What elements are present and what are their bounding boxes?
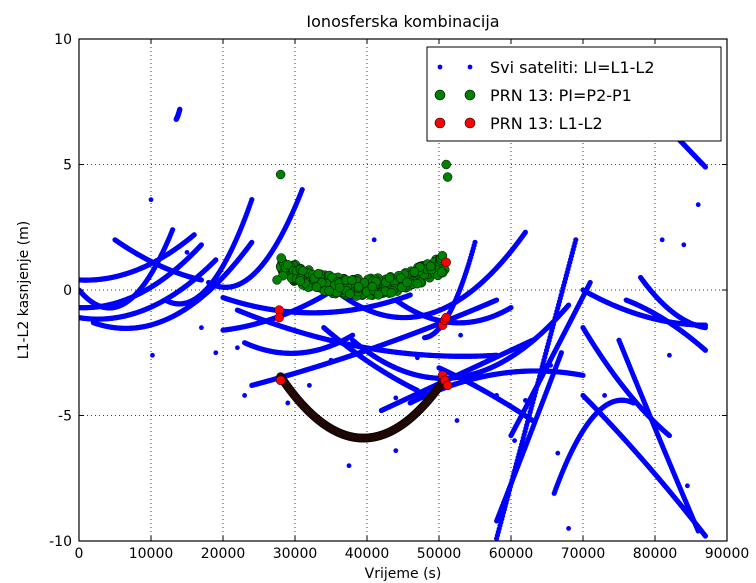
satellite-point xyxy=(555,450,561,456)
satellite-point xyxy=(472,382,478,388)
satellite-point xyxy=(494,297,500,303)
satellite-point xyxy=(685,483,690,489)
satellite-point xyxy=(407,292,413,298)
satellite-point xyxy=(454,418,460,423)
satellite-point xyxy=(659,237,665,243)
satellite-point xyxy=(587,279,593,286)
satellite-point xyxy=(523,398,528,403)
satellite-point xyxy=(184,249,190,255)
satellite-point xyxy=(299,187,305,193)
satellite-point xyxy=(350,332,356,338)
satellite-point xyxy=(415,355,420,361)
satellite-point xyxy=(235,345,240,351)
satellite-point xyxy=(249,239,255,245)
satellite-point xyxy=(681,242,687,248)
satellite-point xyxy=(191,232,197,238)
satellite-point xyxy=(414,387,420,393)
prn13-pi-point xyxy=(425,261,436,272)
satellite-point xyxy=(150,352,155,358)
satellite-point xyxy=(702,325,709,331)
satellite-point xyxy=(458,332,463,338)
satellite-point xyxy=(602,393,607,398)
satellite-point xyxy=(472,239,478,245)
satellite-point xyxy=(328,357,334,363)
satellite-point xyxy=(213,257,219,263)
satellite-point xyxy=(530,337,536,343)
satellite-point xyxy=(667,352,672,358)
satellite-point xyxy=(695,528,701,534)
satellite-point xyxy=(666,432,673,439)
satellite-point xyxy=(494,393,499,398)
satellite-point xyxy=(249,197,255,203)
satellite-point xyxy=(558,350,565,356)
satellite-point xyxy=(566,526,571,531)
satellite-point xyxy=(242,393,248,398)
satellite-point xyxy=(198,242,204,248)
satellite-point xyxy=(512,438,517,443)
satellite-point xyxy=(177,106,183,112)
satellite-point xyxy=(198,277,204,283)
data-marks xyxy=(79,66,709,541)
satellite-point xyxy=(393,448,399,454)
prn13-pi-point xyxy=(276,253,286,263)
satellite-point xyxy=(508,304,514,311)
satellite-point xyxy=(393,395,399,401)
satellite-point xyxy=(307,382,312,388)
satellite-point xyxy=(695,202,701,208)
satellite-point xyxy=(702,533,709,539)
satellite-point xyxy=(702,347,709,353)
satellite-point xyxy=(548,362,553,368)
satellite-point xyxy=(566,302,572,308)
satellite-point xyxy=(199,325,204,331)
satellite-point xyxy=(346,463,352,469)
satellite-point xyxy=(371,237,377,243)
satellite-point xyxy=(213,350,219,356)
satellite-point xyxy=(522,229,529,235)
satellite-point xyxy=(573,237,579,243)
satellite-point xyxy=(148,197,154,203)
satellite-point xyxy=(285,400,291,406)
satellite-point xyxy=(580,372,586,378)
satellite-point xyxy=(170,227,176,233)
satellite-point xyxy=(702,164,709,170)
